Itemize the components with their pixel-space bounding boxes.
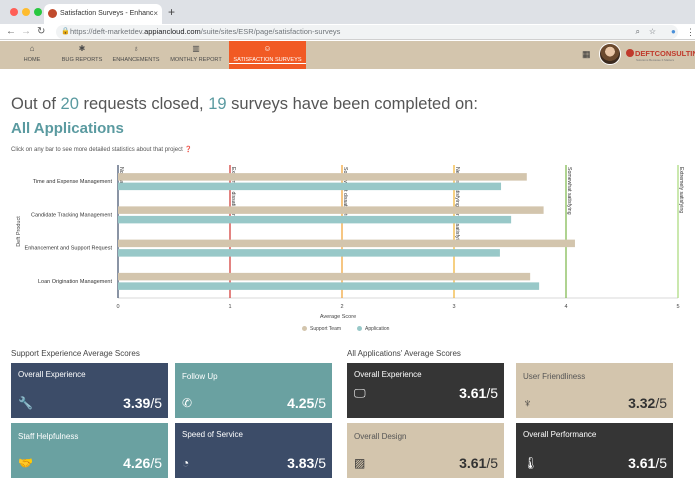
app-nav-bar: ⌂ HOME ✱ BUG REPORTS ♁ ENHANCEMENTS ▥ MO… [0,41,695,69]
logo-mark-icon [626,49,634,57]
nav-enhancements[interactable]: ♁ ENHANCEMENTS [110,41,162,69]
smiley-icon: ☺ [263,44,272,53]
avatar[interactable] [599,43,621,65]
nav-monthly-report[interactable]: ▥ MONTHLY REPORT [166,41,226,69]
phone-icon: ✆ [182,396,193,410]
legend-swatch-support-team [302,326,307,331]
page-title: All Applications [11,120,124,137]
reference-line-label: Neither satisfying nor dissatisfying [454,167,460,246]
chart-hint: Click on any bar to see more detailed st… [11,147,192,153]
forward-arrow-icon[interactable]: → [21,26,31,37]
window-minimize-button[interactable] [22,8,30,16]
page-headline: Out of 20 requests closed, 19 surveys ha… [11,95,478,113]
x-tick-label: 0 [116,304,119,310]
x-axis-label: Average Score [320,314,356,320]
wrench-icon: 🔧 [18,396,33,410]
new-tab-button[interactable]: + [168,5,176,19]
lightbulb-icon: ♁ [133,44,139,53]
image-icon: ▨ [354,456,366,470]
window-close-button[interactable] [10,8,18,16]
y-axis-label: Deft Product [16,216,22,247]
category-label: Loan Origination Management [38,279,112,285]
completed-surveys: 19 [208,95,227,113]
card-overall-performance[interactable]: Overall Performance 🌡 3.61/5 [516,423,673,478]
card-follow-up[interactable]: Follow Up ✆ 4.25/5 [175,363,332,418]
category-label: Candidate Tracking Management [31,212,112,218]
card-user-friendliness[interactable]: User Friendliness ♆ 3.32/5 [516,363,673,418]
category-label: Enhancement and Support Request [25,246,113,252]
support-section-title: Support Experience Average Scores [11,349,140,358]
reload-icon[interactable]: ↻ [37,26,46,37]
card-overall-experience-apps[interactable]: Overall Experience 🖵 3.61/5 [347,363,504,418]
home-icon: ⌂ [29,44,35,53]
bug-icon: ✱ [78,44,86,53]
card-staff-helpfulness[interactable]: Staff Helpfulness 🤝 4.26/5 [11,423,168,478]
address-bar: ← → ↻ 🔒 https://deft-marketdev.appianclo… [0,24,695,40]
thermometer-icon: 🌡 [523,456,539,470]
zoom-search-icon[interactable]: ⌕ [635,27,640,36]
url-domain: appiancloud.com [144,27,201,36]
bar[interactable] [118,173,527,181]
url-path: /suite/sites/ESR/page/satisfaction-surve… [200,27,341,36]
applications-section-title: All Applications' Average Scores [347,349,461,358]
monitor-icon: 🖵 [354,386,366,400]
x-tick-label: 5 [676,304,679,310]
bar[interactable] [118,249,500,257]
reference-line-label: Somewhat dissatisfying [342,167,348,221]
bookmark-star-icon[interactable]: ☆ [648,27,656,36]
average-score-chart: Not RatedExtremely dissatisfyingSomewhat… [16,165,684,320]
speedometer-icon: ◔ [182,456,190,470]
card-speed-of-service[interactable]: Speed of Service ◔ 3.83/5 [175,423,332,478]
favicon-icon [48,9,57,18]
window-maximize-button[interactable] [34,8,42,16]
tab-title: Satisfaction Surveys - Enhanc [60,10,154,17]
person-icon: ♆ [523,396,532,410]
handshake-icon: 🤝 [18,456,33,470]
help-icon[interactable]: ❓ [184,147,192,153]
bar[interactable] [118,239,575,248]
url-scheme-host: https://deft-marketdev. [70,27,145,36]
nav-satisfaction-surveys[interactable]: ☺ SATISFACTION SURVEYS [229,41,306,69]
bar[interactable] [118,282,540,290]
bar-chart-icon: ▥ [192,44,200,53]
deft-consulting-logo: DEFTCONSULTING Solutions Because It Matt… [626,49,695,62]
x-tick-label: 4 [564,304,567,310]
x-tick-label: 3 [452,304,455,310]
url-field[interactable]: 🔒 https://deft-marketdev.appiancloud.com… [56,25,678,39]
legend-support-team[interactable]: Support Team [310,326,342,332]
legend-application[interactable]: Application [365,326,390,332]
reference-line-label: Extremely satisfying [678,167,684,213]
browser-tab[interactable]: Satisfaction Surveys - Enhanc × [44,4,162,24]
bar[interactable] [118,215,512,224]
x-tick-label: 2 [340,304,343,310]
browser-tab-bar: Satisfaction Surveys - Enhanc × + [0,0,695,24]
back-arrow-icon[interactable]: ← [6,26,16,37]
bar[interactable] [118,182,502,191]
lock-icon: 🔒 [61,28,70,35]
x-tick-label: 1 [228,304,231,310]
app-grid-icon[interactable]: ▦ [582,49,591,59]
category-label: Time and Expense Management [33,179,113,185]
legend-swatch-application [357,326,362,331]
total-requests: 20 [60,95,79,113]
bar[interactable] [118,206,544,214]
reference-line-label: Somewhat satisfying [566,167,572,215]
card-overall-design[interactable]: Overall Design ▨ 3.61/5 [347,423,504,478]
tab-close-icon[interactable]: × [153,9,158,18]
nav-bug-reports[interactable]: ✱ BUG REPORTS [58,41,106,69]
reference-line-label: Extremely dissatisfying [230,167,236,220]
bar[interactable] [118,272,531,281]
card-overall-experience-support[interactable]: Overall Experience 🔧 3.39/5 [11,363,168,418]
nav-home[interactable]: ⌂ HOME [10,41,54,69]
browser-menu-icon[interactable]: ⋮ [686,27,695,37]
extension-icon[interactable]: ● [671,27,676,36]
